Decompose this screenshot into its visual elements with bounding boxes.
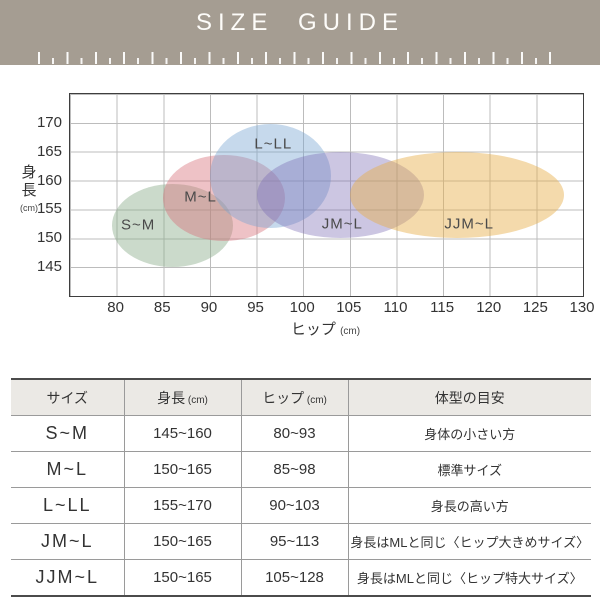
body-type-cell: 身体の小さい方 — [348, 415, 591, 452]
table-row-m-l: M~L 150~165 85~98 標準サイズ — [11, 451, 591, 488]
column-header-label: ヒップ — [262, 389, 305, 406]
header-bar: SIZE GUIDE — [0, 0, 600, 65]
body-type-cell: 身長はMLと同じ〈ヒップ特大サイズ〉 — [356, 571, 583, 586]
x-tick-90: 90 — [200, 299, 218, 316]
hip-cell: 80~93 — [241, 415, 349, 452]
y-tick-150: 150 — [36, 229, 62, 247]
x-tick-80: 80 — [107, 299, 124, 316]
x-tick-130: 130 — [569, 299, 595, 316]
height-cell: 150~165 — [124, 559, 242, 596]
ruler-ticks-short — [52, 58, 562, 64]
x-tick-105: 105 — [336, 299, 362, 316]
x-tick-120: 120 — [476, 299, 502, 316]
column-header-unit: (cm) — [304, 394, 327, 406]
height-cell: 150~165 — [124, 451, 242, 488]
page-title: SIZE GUIDE — [195, 9, 405, 36]
column-header-label: 身長 — [157, 389, 186, 406]
body-type-cell: 身長の高い方 — [348, 487, 591, 524]
column-header-unit: (cm) — [185, 394, 208, 406]
column-header-label: 体型の目安 — [434, 389, 505, 406]
ellipse-m-l — [163, 154, 285, 242]
ellipse-jjm-l — [349, 151, 565, 239]
x-tick-125: 125 — [522, 299, 548, 316]
x-tick-95: 95 — [247, 299, 264, 316]
size-cell: JJM~L — [11, 559, 125, 596]
x-tick-100: 100 — [289, 299, 315, 316]
hip-cell: 85~98 — [241, 451, 349, 488]
ellipse-l-ll — [209, 124, 332, 228]
size-table-head: サイズ 身長 (cm) ヒップ (cm) 体型の目安 — [11, 379, 591, 416]
size-table-body: S~M 145~160 80~93 身体の小さい方 M~L 150~165 85~98 標準サ… — [11, 415, 591, 596]
body-type-cell: 標準サイズ — [348, 451, 591, 488]
ruler-decoration — [38, 51, 562, 64]
ellipse-label-l-ll: L~LL — [254, 135, 293, 153]
size-cell: S~M — [11, 415, 125, 452]
y-tick-155: 155 — [36, 200, 62, 218]
y-axis-title: 身長 (cm) — [14, 164, 44, 213]
y-tick-160: 160 — [36, 171, 62, 189]
plot-area: S~M M~L L~LL JM~L JJM~L — [69, 93, 584, 297]
size-cell: JM~L — [11, 523, 125, 560]
hip-cell: 105~128 — [241, 559, 349, 596]
ellipse-jm-l — [256, 151, 425, 239]
ellipse-label-s-m: S~M — [120, 216, 156, 234]
ellipse-label-m-l: M~L — [184, 188, 217, 206]
x-tick-110: 110 — [383, 299, 408, 316]
table-row-jjm-l: JJM~L 150~165 105~128 身長はMLと同じ〈ヒップ特大サイズ〉 — [11, 559, 591, 596]
ellipse-label-jjm-l: JJM~L — [444, 215, 495, 233]
hip-cell: 90~103 — [241, 487, 349, 524]
y-axis-label-char: 長 — [21, 182, 37, 199]
x-tick-85: 85 — [153, 299, 171, 316]
column-header-label: サイズ — [46, 389, 89, 406]
height-cell: 155~170 — [124, 487, 242, 524]
table-row-l-ll: L~LL 155~170 90~103 身長の高い方 — [11, 487, 591, 524]
ellipse-label-jm-l: JM~L — [321, 215, 363, 233]
table-row-jm-l: JM~L 150~165 95~113 身長はMLと同じ〈ヒップ大きめサイズ〉 — [11, 523, 591, 560]
table-header-row: サイズ 身長 (cm) ヒップ (cm) 体型の目安 — [11, 379, 591, 416]
x-axis-title: ヒップ (cm) — [69, 318, 582, 339]
height-cell: 150~165 — [124, 523, 242, 560]
x-tick-115: 115 — [430, 299, 455, 316]
height-cell: 145~160 — [124, 415, 242, 452]
x-axis-label: ヒップ — [290, 321, 336, 338]
column-header-: サイズ — [11, 379, 125, 416]
body-type-cell: 身長はMLと同じ〈ヒップ大きめサイズ〉 — [348, 523, 591, 560]
y-tick-165: 165 — [36, 142, 62, 160]
y-tick-170: 170 — [36, 113, 62, 131]
size-table: サイズ 身長 (cm) ヒップ (cm) 体型の目安 S~M 145~160 80~93 身… — [11, 378, 591, 597]
y-axis-label-char: 身 — [21, 164, 37, 181]
size-cell: M~L — [11, 451, 125, 488]
column-header-: 体型の目安 — [348, 379, 591, 416]
ellipse-s-m — [111, 184, 234, 268]
hip-cell: 95~113 — [241, 523, 349, 560]
y-axis-unit: (cm) — [20, 203, 38, 213]
y-tick-145: 145 — [36, 258, 62, 276]
x-axis-unit: (cm) — [340, 326, 361, 337]
table-row-s-m: S~M 145~160 80~93 身体の小さい方 — [11, 415, 591, 452]
column-header-: 身長 (cm) — [124, 379, 242, 416]
size-cell: L~LL — [11, 487, 125, 524]
column-header-: ヒップ (cm) — [241, 379, 349, 416]
